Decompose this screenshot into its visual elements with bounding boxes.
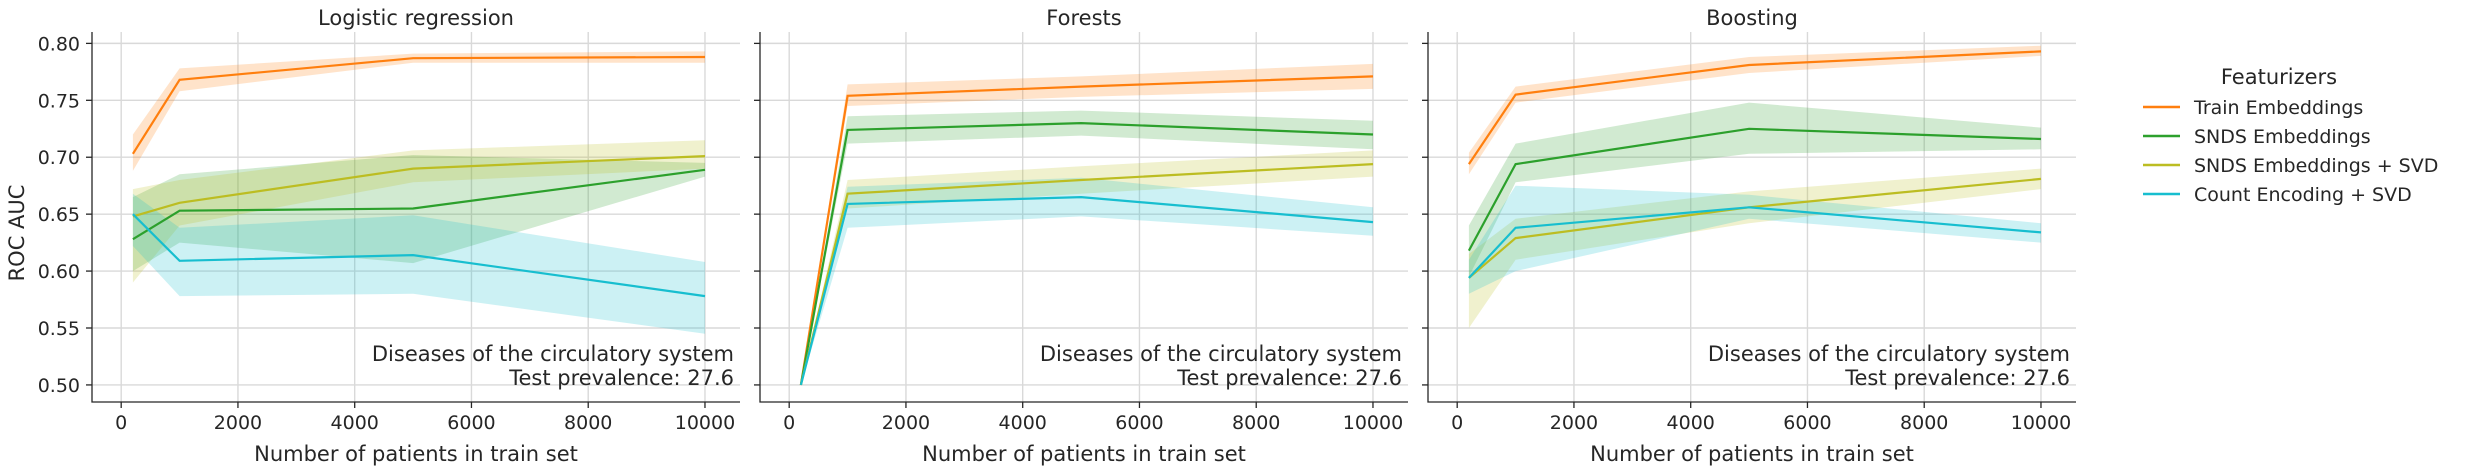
band-snds-embeddings-svd — [132, 140, 705, 283]
x-tick-label: 8000 — [1900, 412, 1948, 434]
legend: Featurizers Train Embeddings SNDS Embeddi… — [2143, 65, 2438, 206]
y-tick-label: 0.65 — [38, 204, 80, 226]
axis-spine — [91, 32, 740, 403]
x-tick-label: 10000 — [1343, 412, 1403, 434]
band-count-encoding-svd — [132, 193, 705, 334]
y-tick-label: 0.60 — [38, 261, 80, 283]
legend-label: Count Encoding + SVD — [2194, 184, 2412, 206]
band-train-embeddings — [1468, 45, 2041, 175]
panel-annotation: Diseases of the circulatory system — [1040, 342, 1402, 366]
x-tick-label: 8000 — [564, 412, 612, 434]
x-tick-label: 6000 — [1783, 412, 1831, 434]
x-tick-label: 6000 — [447, 412, 495, 434]
x-tick-label: 2000 — [882, 412, 930, 434]
x-tick-label: 10000 — [2011, 412, 2071, 434]
line-snds-embeddings-svd — [1468, 177, 2042, 279]
x-tick-label: 0 — [115, 412, 127, 434]
x-tick-label: 0 — [783, 412, 795, 434]
x-tick-label: 4000 — [1667, 412, 1715, 434]
x-tick-label: 2000 — [1550, 412, 1598, 434]
panel-annotation: Diseases of the circulatory system — [372, 342, 734, 366]
panel-1: 0 2000 4000 6000 8000 10000 Forests Number of p… — [754, 6, 1408, 466]
ylabel-layer: ROC AUC — [5, 185, 29, 282]
band-snds-embeddings-svd — [800, 150, 1373, 385]
y-tick-label: 0.80 — [38, 33, 80, 55]
band-count-encoding-svd — [800, 177, 1373, 385]
x-tick-label: 0 — [1451, 412, 1463, 434]
legend-label: SNDS Embeddings + SVD — [2194, 155, 2438, 177]
line-train-embeddings — [1467, 50, 2042, 165]
line-train-embeddings — [131, 55, 706, 155]
panel-2: 0 2000 4000 6000 8000 10000 Boosting Number of … — [1422, 6, 2076, 466]
line-count-encoding-svd — [799, 195, 1374, 386]
y-tick-label: 0.75 — [38, 90, 80, 112]
panel-title: Boosting — [1706, 6, 1798, 30]
band-snds-embeddings — [132, 155, 705, 272]
y-tick-label: 0.55 — [38, 318, 80, 340]
legend-label: SNDS Embeddings — [2194, 126, 2371, 148]
panel-0: 0 2000 4000 6000 8000 10000 0.50 0.55 0.60 0.65 0.… — [38, 6, 740, 466]
panels-layer: 0 2000 4000 6000 8000 10000 0.50 0.55 0.60 0.65 0.… — [38, 6, 2076, 466]
x-tick-label: 4000 — [999, 412, 1047, 434]
panel-annotation: Test prevalence: 27.6 — [508, 366, 734, 390]
line-snds-embeddings — [799, 121, 1374, 386]
band-snds-embeddings — [1468, 102, 2041, 277]
line-snds-embeddings — [1467, 127, 2042, 252]
x-tick-label: 2000 — [214, 412, 262, 434]
panel-annotation: Test prevalence: 27.6 — [1176, 366, 1402, 390]
x-tick-label: 8000 — [1232, 412, 1280, 434]
axis-spine — [1427, 32, 2076, 403]
x-tick-label: 4000 — [331, 412, 379, 434]
axis-spine — [759, 32, 1408, 403]
x-axis-label: Number of patients in train set — [254, 442, 578, 466]
legend-label: Train Embeddings — [2193, 97, 2363, 119]
x-tick-label: 10000 — [675, 412, 735, 434]
line-train-embeddings — [799, 75, 1374, 386]
x-axis-label: Number of patients in train set — [922, 442, 1246, 466]
legend-title: Featurizers — [2221, 65, 2337, 89]
x-axis-label: Number of patients in train set — [1590, 442, 1914, 466]
y-tick-label: 0.70 — [38, 147, 80, 169]
y-axis-label: ROC AUC — [5, 185, 29, 282]
line-count-encoding-svd — [1468, 206, 2042, 279]
x-tick-label: 6000 — [1115, 412, 1163, 434]
line-snds-embeddings — [132, 168, 706, 241]
line-snds-embeddings-svd — [799, 163, 1374, 386]
panel-annotation: Diseases of the circulatory system — [1708, 342, 2070, 366]
band-count-encoding-svd — [1468, 185, 2041, 294]
band-snds-embeddings-svd — [1468, 168, 2041, 328]
y-tick-label: 0.50 — [38, 375, 80, 397]
panel-title: Logistic regression — [318, 6, 514, 30]
panel-annotation: Test prevalence: 27.6 — [1844, 366, 2070, 390]
line-snds-embeddings-svd — [132, 155, 706, 218]
panel-title: Forests — [1046, 6, 1121, 30]
band-snds-embeddings — [800, 110, 1373, 385]
line-count-encoding-svd — [132, 213, 706, 298]
